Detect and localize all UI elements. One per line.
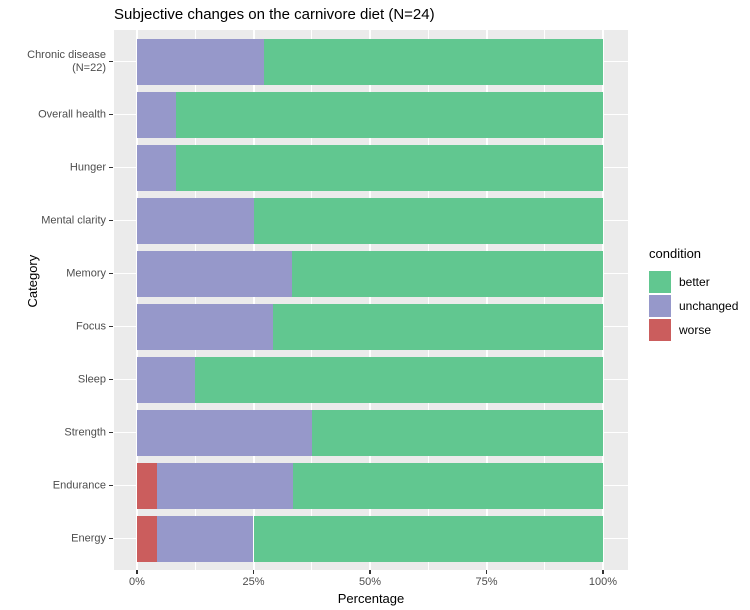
x-tick-mark xyxy=(252,570,255,574)
legend-key-worse: worse xyxy=(649,319,738,341)
legend-key-unchanged: unchanged xyxy=(649,295,738,317)
x-tick-mark xyxy=(136,570,138,574)
major-gridline xyxy=(602,30,604,570)
legend-swatch-better xyxy=(649,271,671,293)
bar-segment-unchanged xyxy=(156,462,293,509)
plot-panel xyxy=(114,30,628,570)
x-tick-label: 0% xyxy=(129,576,145,588)
x-tick-label: 75% xyxy=(475,576,498,588)
bar-segment-better xyxy=(292,250,603,297)
bar-segment-unchanged xyxy=(137,38,265,85)
bar-segment-better xyxy=(195,356,603,403)
major-gridline xyxy=(252,30,255,570)
y-tick-label: Strength xyxy=(64,426,106,438)
y-tick-mark xyxy=(109,219,113,222)
y-tick-label: Sleep xyxy=(77,373,106,385)
legend-key-better: better xyxy=(649,271,738,293)
y-tick-label: Memory xyxy=(66,267,106,279)
x-tick-label: 50% xyxy=(358,576,382,588)
bar-segment-better xyxy=(253,515,603,562)
bar-segment-better xyxy=(311,409,603,456)
legend-keys: better unchanged worse xyxy=(649,271,738,341)
x-tick-label: 25% xyxy=(242,576,265,588)
y-axis-title: Category xyxy=(24,254,40,308)
y-tick-label: Hunger xyxy=(69,161,106,173)
y-tick-mark xyxy=(109,166,113,169)
bar-segment-unchanged xyxy=(156,515,254,562)
legend-key-label: worse xyxy=(679,323,712,337)
major-gridline xyxy=(136,30,138,570)
x-tick-mark xyxy=(485,570,488,574)
bar-segment-better xyxy=(273,303,603,350)
y-tick-mark xyxy=(109,325,113,328)
legend-title: condition xyxy=(649,246,702,261)
y-tick-label: Overall health xyxy=(38,108,106,120)
legend-key-label: unchanged xyxy=(679,299,739,313)
legend-swatch-unchanged xyxy=(649,295,671,317)
bar-segment-better xyxy=(264,38,603,85)
legend: condition better unchanged worse xyxy=(649,246,738,343)
bar-segment-worse xyxy=(137,462,157,509)
x-tick-mark xyxy=(369,570,371,574)
minor-gridline xyxy=(194,30,196,570)
bar-segment-unchanged xyxy=(137,91,176,138)
bar-segment-unchanged xyxy=(137,250,293,297)
y-tick-label: Mental clarity xyxy=(41,214,106,226)
y-tick-label: Chronic disease (N=22) xyxy=(27,48,106,74)
bar-segment-unchanged xyxy=(137,303,274,350)
y-tick-label: Endurance xyxy=(52,479,106,491)
legend-swatch-worse xyxy=(649,319,671,341)
y-tick-mark xyxy=(109,113,113,116)
bar-segment-better xyxy=(175,144,603,191)
bar-segment-better xyxy=(292,462,603,509)
y-tick-label: Focus xyxy=(76,320,106,332)
bar-segment-unchanged xyxy=(137,409,312,456)
major-gridline xyxy=(485,30,488,570)
bar-segment-unchanged xyxy=(137,197,254,244)
legend-key-label: better xyxy=(679,275,710,289)
y-tick-mark xyxy=(109,272,113,275)
minor-gridline xyxy=(544,30,546,570)
x-tick-mark xyxy=(602,570,604,574)
y-tick-mark xyxy=(109,378,113,381)
bar-segment-unchanged xyxy=(137,356,196,403)
major-gridline xyxy=(369,30,371,570)
bar-segment-better xyxy=(175,91,603,138)
y-tick-label: Energy xyxy=(71,532,106,544)
bar-segment-better xyxy=(253,197,603,244)
y-tick-mark xyxy=(109,60,113,63)
minor-gridline xyxy=(311,30,313,570)
x-axis-title: Percentage xyxy=(337,591,405,606)
minor-gridline xyxy=(427,30,429,570)
y-tick-mark xyxy=(109,431,113,434)
y-tick-mark xyxy=(109,537,113,540)
chart-title: Subjective changes on the carnivore diet… xyxy=(114,6,435,23)
bar-segment-unchanged xyxy=(137,144,176,191)
bar-segment-worse xyxy=(137,515,157,562)
y-tick-mark xyxy=(109,484,113,487)
x-tick-label: 100% xyxy=(588,576,618,588)
